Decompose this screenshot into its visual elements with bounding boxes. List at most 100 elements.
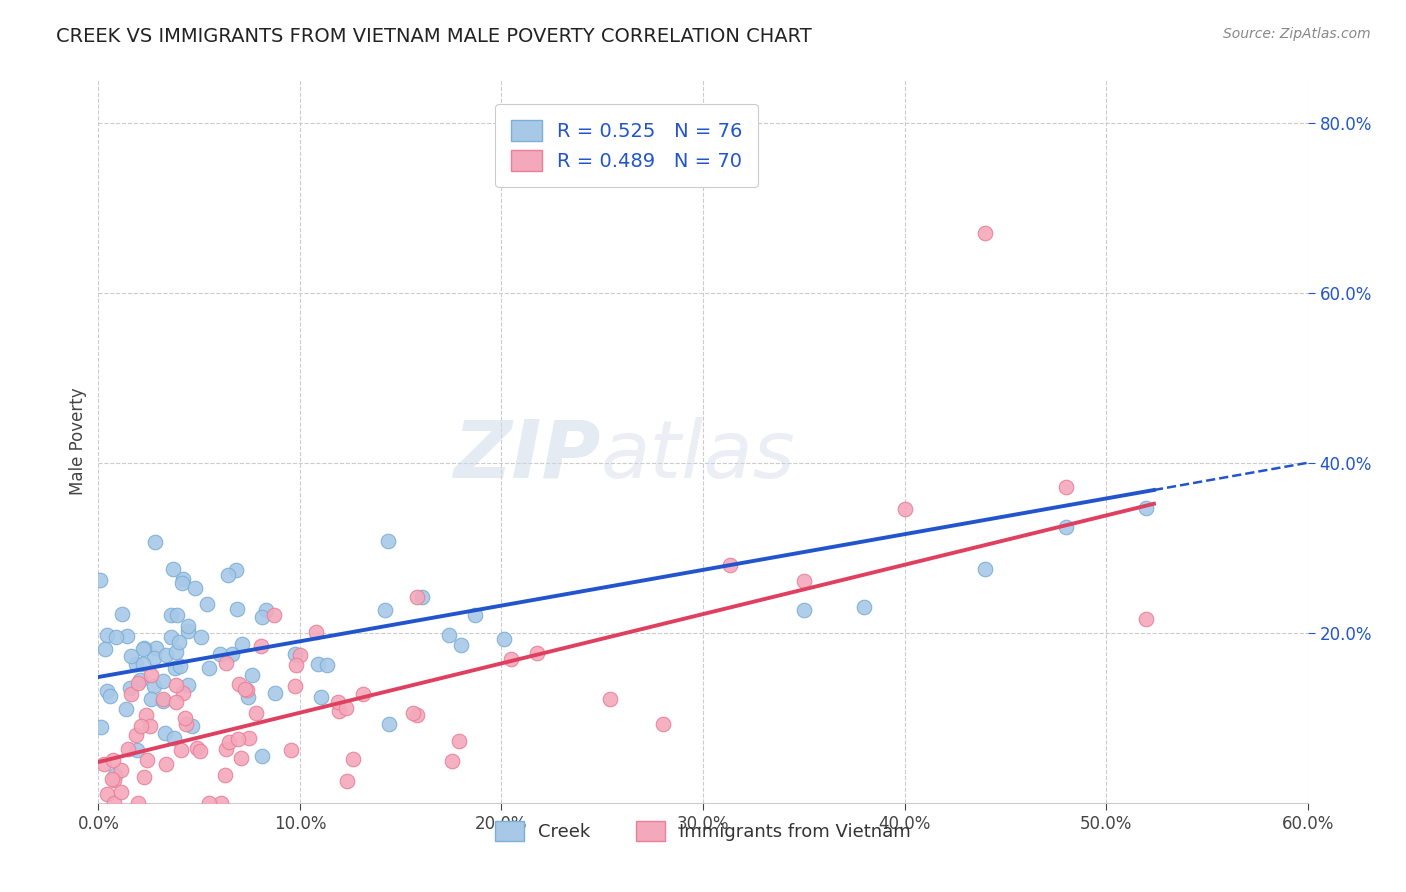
Point bbox=[214, 768, 236, 782]
Point bbox=[177, 624, 200, 638]
Point bbox=[217, 568, 239, 582]
Point bbox=[128, 673, 150, 688]
Point bbox=[235, 683, 257, 698]
Point bbox=[290, 648, 312, 662]
Point bbox=[165, 678, 187, 692]
Text: ZIP: ZIP bbox=[453, 417, 600, 495]
Point bbox=[96, 684, 118, 698]
Point bbox=[165, 645, 187, 659]
Point bbox=[326, 695, 349, 709]
Point bbox=[1135, 500, 1157, 515]
Point bbox=[127, 743, 149, 757]
Point bbox=[411, 590, 433, 604]
Point bbox=[218, 734, 240, 748]
Point bbox=[464, 607, 486, 622]
Point bbox=[132, 641, 155, 656]
Point bbox=[135, 753, 157, 767]
Point bbox=[181, 718, 204, 732]
Point bbox=[93, 756, 115, 771]
Point bbox=[215, 741, 238, 756]
Point bbox=[315, 658, 337, 673]
Point bbox=[145, 641, 167, 656]
Point bbox=[284, 679, 307, 693]
Point bbox=[450, 639, 472, 653]
Point bbox=[439, 628, 461, 642]
Point bbox=[139, 668, 162, 682]
Point bbox=[98, 690, 121, 704]
Point bbox=[155, 648, 177, 662]
Point bbox=[177, 678, 200, 692]
Point bbox=[125, 728, 148, 742]
Point bbox=[188, 744, 211, 758]
Point bbox=[336, 774, 359, 789]
Point bbox=[374, 603, 396, 617]
Point bbox=[139, 719, 162, 733]
Point bbox=[110, 763, 132, 777]
Point bbox=[132, 657, 155, 672]
Point bbox=[226, 602, 249, 616]
Point bbox=[110, 784, 132, 798]
Point bbox=[893, 502, 915, 516]
Point bbox=[228, 677, 250, 691]
Point bbox=[101, 752, 124, 766]
Legend: Creek, Immigrants from Vietnam: Creek, Immigrants from Vietnam bbox=[488, 814, 918, 848]
Point bbox=[250, 640, 273, 654]
Point bbox=[651, 717, 673, 731]
Text: Source: ZipAtlas.com: Source: ZipAtlas.com bbox=[1223, 27, 1371, 41]
Point bbox=[974, 227, 997, 241]
Point bbox=[974, 562, 997, 576]
Point bbox=[172, 572, 194, 586]
Point bbox=[264, 686, 287, 700]
Point bbox=[209, 647, 232, 661]
Point bbox=[132, 642, 155, 657]
Point bbox=[342, 752, 364, 766]
Point bbox=[406, 708, 429, 723]
Point bbox=[231, 637, 253, 651]
Point bbox=[127, 675, 149, 690]
Point bbox=[103, 796, 125, 810]
Point bbox=[335, 700, 357, 714]
Point bbox=[165, 695, 187, 709]
Point bbox=[152, 692, 174, 706]
Point bbox=[172, 686, 194, 700]
Point bbox=[1054, 520, 1077, 534]
Point bbox=[166, 608, 188, 623]
Point bbox=[793, 574, 815, 588]
Point bbox=[170, 742, 193, 756]
Point bbox=[153, 726, 176, 740]
Point bbox=[309, 690, 332, 705]
Point bbox=[177, 619, 200, 633]
Point bbox=[853, 600, 876, 615]
Point bbox=[1135, 612, 1157, 626]
Point bbox=[236, 690, 259, 705]
Point bbox=[160, 630, 183, 644]
Point bbox=[215, 656, 238, 670]
Point bbox=[449, 734, 471, 748]
Point bbox=[718, 558, 741, 572]
Point bbox=[143, 651, 166, 665]
Point bbox=[173, 711, 195, 725]
Point bbox=[155, 757, 177, 772]
Point bbox=[221, 647, 243, 661]
Point bbox=[167, 635, 190, 649]
Point bbox=[163, 661, 186, 675]
Point bbox=[195, 598, 218, 612]
Point bbox=[160, 607, 183, 622]
Point bbox=[307, 657, 329, 671]
Point bbox=[94, 641, 117, 656]
Point bbox=[238, 731, 260, 746]
Point bbox=[132, 770, 155, 784]
Point bbox=[127, 796, 149, 810]
Point bbox=[96, 787, 118, 801]
Point bbox=[143, 535, 166, 549]
Point bbox=[441, 754, 464, 768]
Point bbox=[352, 687, 374, 701]
Point bbox=[231, 751, 253, 765]
Point bbox=[142, 679, 165, 693]
Point bbox=[284, 647, 307, 661]
Point bbox=[225, 563, 247, 577]
Point bbox=[254, 603, 277, 617]
Point bbox=[120, 681, 142, 695]
Point bbox=[162, 562, 184, 576]
Point bbox=[117, 629, 139, 643]
